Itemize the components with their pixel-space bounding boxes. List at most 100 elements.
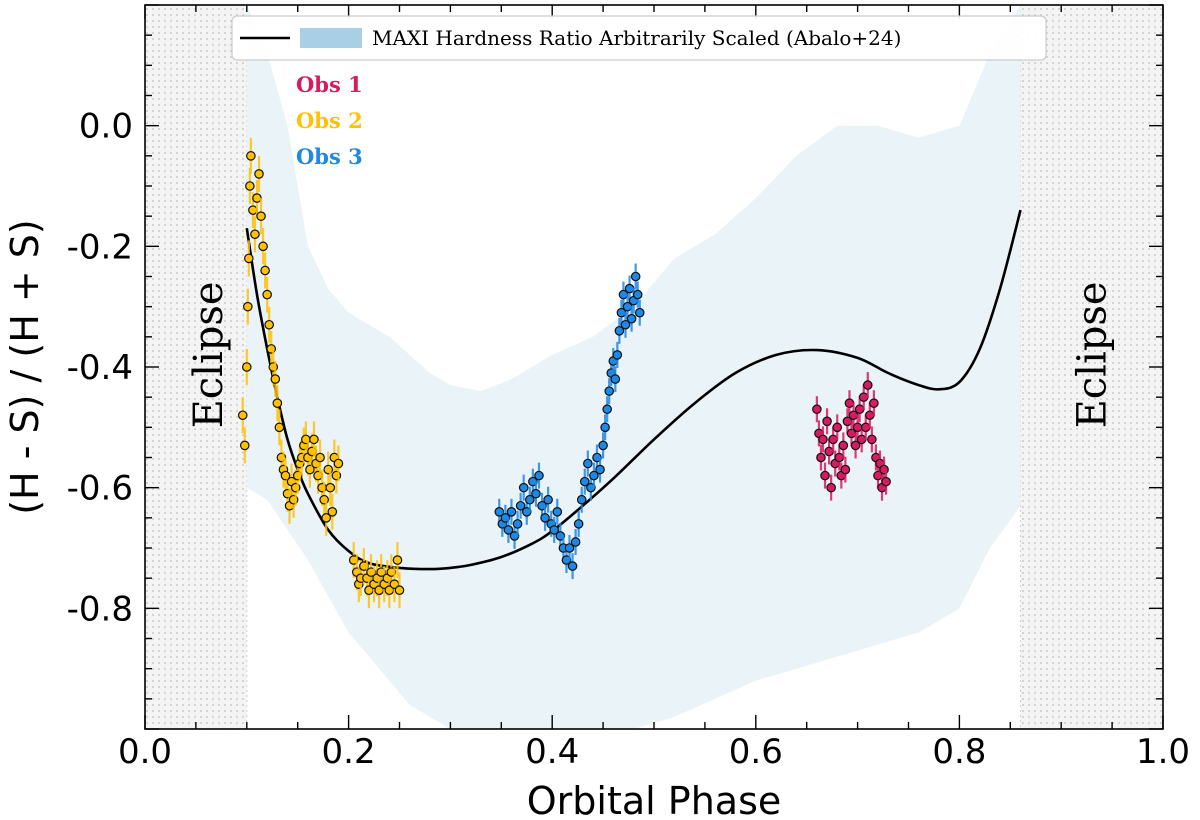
data-point [534,470,544,481]
data-point [854,404,865,415]
data-point [838,440,849,451]
x-tick-label: 0.6 [729,732,783,772]
data-point [583,458,593,469]
data-point [243,301,253,312]
data-point [250,229,260,240]
data-point [867,434,877,445]
legend-label: MAXI Hardness Ratio Arbitrarily Scaled (… [372,26,901,50]
legend-box [231,15,1047,61]
data-point [812,404,822,415]
y-tick-label: -0.4 [67,348,133,388]
y-axis-title: (H - S) / (H + S) [3,219,47,515]
data-point [540,513,550,523]
data-point [327,506,338,517]
y-tick-label: -0.6 [67,469,133,509]
x-tick-label: 0.4 [525,732,579,772]
data-point [262,289,272,300]
maxi-hardness-band [246,5,1021,729]
data-point [242,362,252,372]
data-point [598,440,608,451]
data-point [258,241,268,252]
data-point [244,253,254,264]
y-tick-label: -0.2 [67,227,133,267]
data-point [869,398,879,408]
plot-area [145,5,1163,729]
axes: 0.0 0.2 0.4 0.6 0.8 1.0 0.0 -0.2 -0.4 -0.6 -0.8 [67,4,1190,772]
data-point [567,561,578,571]
x-axis-title: Orbital Phase [527,779,782,820]
data-point [254,169,264,179]
x-tick-label: 0.0 [118,732,172,772]
plot-clip-group [145,5,1163,729]
data-point [570,537,581,547]
data-point [246,151,256,161]
data-point [315,452,325,463]
data-point [237,410,248,421]
data-point [309,434,319,445]
data-point [840,464,851,475]
eclipse-labels: Eclipse Eclipse [186,281,1116,428]
data-point [862,380,873,390]
data-point [325,482,336,493]
data-point [824,446,834,457]
data-point [260,265,270,276]
data-point [543,494,553,505]
data-point [632,289,643,300]
obs-label-2: Obs 2 [296,108,363,133]
data-point [564,543,575,553]
obs-label-1: Obs 1 [296,72,363,97]
data-point [614,325,625,336]
obs-label-3: Obs 3 [296,144,363,169]
legend-patch-swatch [300,28,362,48]
data-point [264,319,274,330]
data-point [826,482,836,493]
eclipse-region-1 [145,5,247,729]
data-point [624,283,635,294]
data-point [834,452,845,463]
x-tick-label: 0.2 [322,732,376,772]
data-point [822,416,832,427]
data-point [832,422,843,433]
data-point [270,374,281,384]
data-point [600,422,610,433]
obs-labels: Obs 1 Obs 2 Obs 3 [296,72,363,169]
data-point [828,434,838,445]
data-point [816,452,826,463]
data-point [850,440,861,451]
data-point [604,386,615,396]
data-point [392,555,403,565]
data-point [634,307,645,318]
data-point [858,392,869,402]
eclipse-region-2 [1020,5,1163,729]
series-obs-3 [494,263,645,580]
data-point [579,476,590,487]
data-point [818,434,828,445]
data-point [612,350,623,360]
x-tick-label: 0.8 [932,732,986,772]
data-point [394,585,405,596]
data-point [503,525,514,535]
data-point [626,313,637,324]
data-point [321,513,332,523]
data-point [852,422,863,433]
data-point [256,211,266,221]
data-point [248,205,258,215]
data-point [525,494,535,505]
data-point [610,374,621,384]
data-point [274,422,285,433]
data-point [856,434,867,445]
x-tick-label: 1.0 [1136,732,1190,772]
y-tick-label: -0.8 [67,589,133,629]
data-point [820,470,830,481]
data-point [272,398,283,408]
data-point [589,470,599,481]
data-point [595,464,605,475]
eclipse-label-2: Eclipse [1070,281,1116,428]
data-point [620,319,631,330]
y-tick-label: 0.0 [79,107,133,147]
data-point [518,482,529,493]
legend: MAXI Hardness Ratio Arbitrarily Scaled (… [231,15,1047,61]
data-point [245,181,255,191]
data-point [865,410,875,421]
eclipse-label-1: Eclipse [186,281,232,428]
